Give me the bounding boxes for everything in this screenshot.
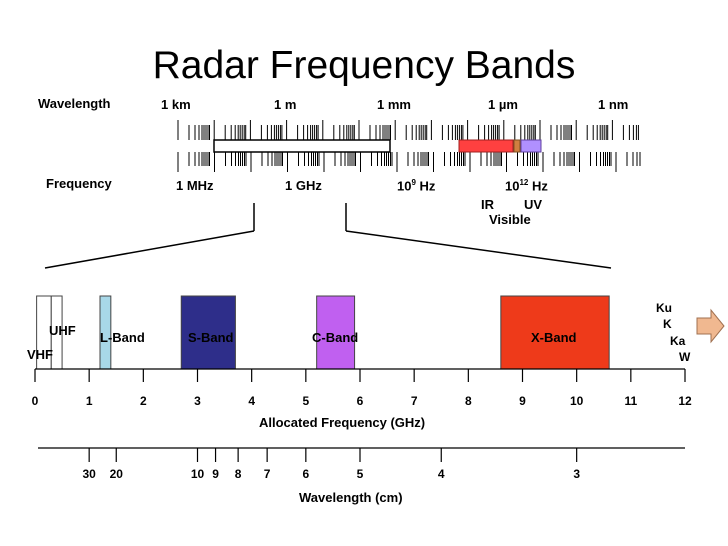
frequency-tick-label: 6: [356, 394, 364, 408]
wavelength-tick-label: 4: [437, 467, 445, 481]
frequency-tick-label: 2: [139, 394, 147, 408]
wavelength-tick-label: 8: [234, 467, 242, 481]
visible-label: Visible: [489, 212, 531, 227]
wavelength-tick-label: 9: [212, 467, 219, 481]
band-rectangles: [36, 295, 610, 370]
uv-label: UV: [524, 197, 543, 212]
frequency-tick-label: 12: [678, 394, 692, 408]
band-label-uhf: UHF: [49, 323, 76, 338]
wavelength-tick-label: 5: [356, 467, 364, 481]
frequency-tick-label: 0: [31, 394, 39, 408]
visible-spectrum-bar: [513, 139, 521, 153]
band-label-w: W: [679, 350, 691, 364]
wavelength-tick-label: 7: [263, 467, 271, 481]
wavelength-mark-1um: 1 µm: [488, 97, 518, 112]
frequency-axis-ticks: [34, 369, 686, 382]
uv-spectrum-bar: [520, 139, 542, 153]
frequency-tick-label: 1: [85, 394, 93, 408]
frequency-tick-label: 11: [624, 394, 638, 408]
ir-label: IR: [481, 197, 494, 212]
radio-spectrum-bar: [213, 139, 391, 153]
frequency-mark-10e12hz: 1012 Hz: [505, 178, 548, 194]
band-label-k: K: [663, 317, 672, 331]
frequency-tick-label: 3: [194, 394, 201, 408]
wavelength-axis-ticks: [88, 448, 578, 462]
wavelength-tick-label: 10: [190, 467, 205, 481]
band-rect-x-band: [500, 295, 610, 370]
frequency-tick-label: 5: [302, 394, 310, 408]
wavelength-tick-label: 30: [82, 467, 96, 481]
wavelength-mark-1m: 1 m: [274, 97, 297, 112]
frequency-axis-title: Allocated Frequency (GHz): [259, 415, 426, 430]
band-label-s: S-Band: [188, 330, 234, 345]
band-label-vhf: VHF: [27, 347, 53, 362]
band-label-l: L-Band: [100, 330, 145, 345]
wavelength-mark-1mm: 1 mm: [377, 97, 411, 112]
wavelength-row-label: Wavelength: [38, 96, 111, 111]
zoom-connector-right: [345, 230, 612, 269]
band-rect-c-band: [316, 295, 356, 370]
band-label-c: C-Band: [312, 330, 359, 345]
frequency-tick-label: 8: [464, 394, 472, 408]
frequency-mark-1ghz: 1 GHz: [285, 178, 322, 193]
page-title: Radar Frequency Bands: [152, 44, 576, 87]
band-label-ku: Ku: [656, 301, 672, 315]
wavelength-mark-1nm: 1 nm: [598, 97, 629, 112]
frequency-mark-10e9hz: 109 Hz: [397, 178, 436, 194]
zoom-connector-left: [44, 230, 255, 269]
frequency-row-label: Frequency: [46, 176, 112, 191]
frequency-tick-label: 10: [569, 394, 584, 408]
wavelength-tick-label: 6: [302, 467, 310, 481]
ir-spectrum-bar: [458, 139, 514, 153]
wavelength-tick-label: 3: [573, 467, 580, 481]
band-label-ka: Ka: [670, 334, 686, 348]
frequency-tick-label: 7: [410, 394, 418, 408]
wavelength-tick-label: 20: [109, 467, 123, 481]
spectrum-tick-marks: [177, 120, 641, 172]
band-label-x: X-Band: [531, 330, 577, 345]
arrow-right-icon: [696, 308, 725, 344]
wavelength-axis-title: Wavelength (cm): [299, 490, 403, 505]
frequency-tick-label: 9: [519, 394, 526, 408]
wavelength-mark-1km: 1 km: [161, 97, 191, 112]
frequency-tick-label: 4: [248, 394, 255, 408]
frequency-mark-1mhz: 1 MHz: [176, 178, 214, 193]
